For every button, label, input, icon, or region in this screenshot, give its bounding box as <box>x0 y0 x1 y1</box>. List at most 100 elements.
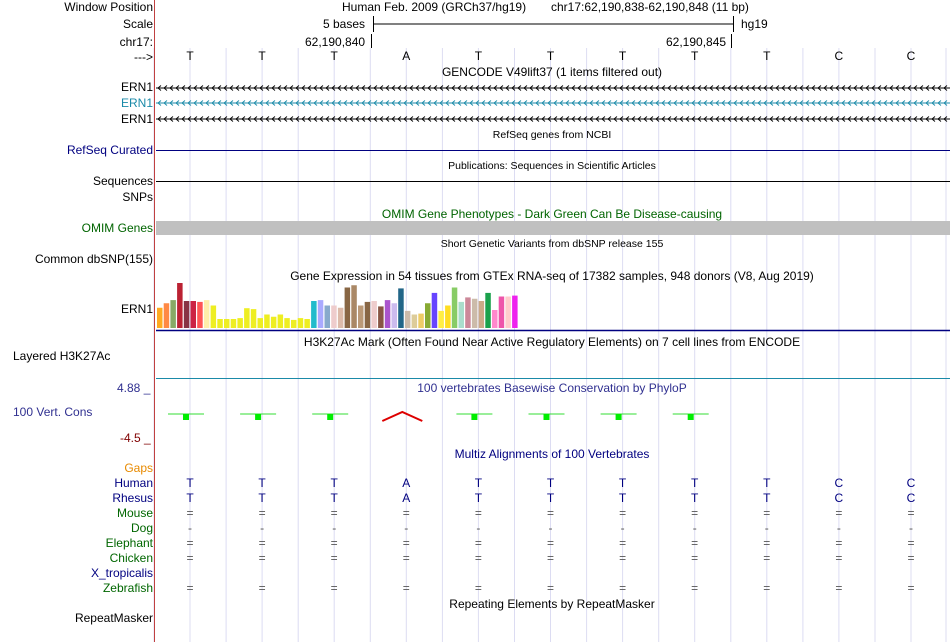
species-label[interactable]: Elephant <box>105 536 153 550</box>
alignment-base: - <box>764 521 769 535</box>
alignment-base: = <box>691 536 699 550</box>
gtex-bar <box>512 295 518 328</box>
gtex-bar <box>337 307 344 328</box>
alignment-base: = <box>546 506 555 520</box>
species-label[interactable]: Dog <box>130 521 153 535</box>
alignment-base: = <box>907 551 915 565</box>
gtex-bar <box>157 307 163 328</box>
gtex-label[interactable]: ERN1 <box>120 302 153 316</box>
gtex-bar <box>505 296 511 328</box>
alignment-base: = <box>186 581 194 595</box>
alignment-base: - <box>836 521 841 535</box>
alignment-base: - <box>260 521 265 535</box>
alignment-base: - <box>692 521 697 535</box>
alignment-base: = <box>474 506 482 520</box>
gencode-transcript <box>156 85 950 91</box>
position-text: chr17:62,190,838-62,190,848 (11 bp) <box>551 0 749 14</box>
base-letter: A <box>402 49 411 63</box>
refseq-label[interactable]: RefSeq Curated <box>66 143 153 157</box>
phylop-positive-mark <box>255 414 262 420</box>
species-label[interactable]: Zebrafish <box>102 581 153 595</box>
gtex-bar <box>485 292 491 328</box>
phylop-positive-mark <box>687 414 694 420</box>
base-letter: T <box>618 49 627 63</box>
species-label[interactable]: Mouse <box>116 506 153 520</box>
phylop-positive-mark <box>615 414 622 420</box>
phylop-title[interactable]: 100 vertebrates Basewise Conservation by… <box>417 381 687 395</box>
gtex-bar <box>284 318 290 328</box>
phylop-positive-mark <box>471 414 478 420</box>
ern1-label-1[interactable]: ERN1 <box>120 80 153 94</box>
phylop-positive-mark <box>543 414 550 420</box>
omim-gene-bar <box>156 221 950 235</box>
omim-title[interactable]: OMIM Gene Phenotypes - Dark Green Can Be… <box>381 207 723 221</box>
dbsnp-label[interactable]: Common dbSNP(155) <box>34 252 153 266</box>
alignment-base: T <box>691 491 699 505</box>
refseq-title[interactable]: RefSeq genes from NCBI <box>492 129 612 141</box>
gtex-bar <box>465 297 471 328</box>
alignment-base: C <box>834 476 844 490</box>
multiz-title[interactable]: Multiz Alignments of 100 Vertebrates <box>454 447 650 461</box>
gtex-bar <box>478 301 485 328</box>
gtex-bar <box>344 287 351 328</box>
gtex-bar <box>445 305 451 328</box>
snps-label[interactable]: SNPs <box>122 190 153 204</box>
gtex-title[interactable]: Gene Expression in 54 tissues from GTEx … <box>290 269 814 283</box>
scale-label: Scale <box>122 17 153 31</box>
gtex-bar <box>458 301 464 328</box>
base-letter: T <box>474 49 483 63</box>
alignment-base: = <box>402 536 410 550</box>
db-text: hg19 <box>741 17 768 31</box>
gtex-bar <box>492 310 498 328</box>
base-letter: T <box>546 49 555 63</box>
gencode-gene-lines <box>156 85 950 122</box>
gtex-bar <box>277 314 284 328</box>
alignment-base: = <box>474 551 482 565</box>
repeatmasker-title[interactable]: Repeating Elements by RepeatMasker <box>449 597 655 611</box>
gtex-bar <box>404 310 411 328</box>
alignment-base: = <box>330 581 338 595</box>
gtex-bar <box>431 292 438 328</box>
species-label[interactable]: X_tropicalis <box>90 566 153 580</box>
alignment-base: = <box>546 581 555 595</box>
gtex-bar <box>257 318 263 328</box>
species-label[interactable]: Human <box>114 476 153 490</box>
base-letter: T <box>763 49 771 63</box>
gtex-bar <box>358 305 364 328</box>
alignment-base: C <box>834 491 844 505</box>
gtex-bar <box>331 305 337 328</box>
dbsnp-title[interactable]: Short Genetic Variants from dbSNP releas… <box>440 238 664 250</box>
gtex-bar <box>451 287 458 328</box>
alignment-base: T <box>546 476 555 490</box>
species-label[interactable]: Rhesus <box>112 491 153 505</box>
ern1-label-3[interactable]: ERN1 <box>120 112 153 126</box>
alignment-base: = <box>835 506 843 520</box>
alignment-base: - <box>404 521 409 535</box>
h3k27ac-title[interactable]: H3K27Ac Mark (Often Found Near Active Re… <box>303 335 801 349</box>
gtex-bar <box>224 319 230 328</box>
species-label[interactable]: Chicken <box>109 551 153 565</box>
repeatmasker-label[interactable]: RepeatMasker <box>74 611 153 625</box>
alignment-base: = <box>619 551 627 565</box>
gtex-bar <box>364 301 371 328</box>
gtex-bar <box>371 301 377 328</box>
publications-title[interactable]: Publications: Sequences in Scientific Ar… <box>448 160 656 172</box>
phylop-label[interactable]: 100 Vert. Cons <box>13 405 93 419</box>
alignment-base: T <box>618 491 627 505</box>
omim-label[interactable]: OMIM Genes <box>81 221 153 235</box>
alignment-base: A <box>402 491 411 505</box>
alignment-base: - <box>909 521 913 535</box>
h3k27ac-label[interactable]: Layered H3K27Ac <box>13 349 111 363</box>
gaps-label[interactable]: Gaps <box>124 461 153 475</box>
gencode-title[interactable]: GENCODE V49lift37 (1 items filtered out) <box>441 65 663 79</box>
alignment-base: - <box>476 521 481 535</box>
alignment-base: = <box>835 551 843 565</box>
alignment-base: C <box>906 476 916 490</box>
gtex-bar <box>244 308 250 328</box>
ern1-label-2[interactable]: ERN1 <box>120 96 153 110</box>
phylop-positive-mark <box>183 414 189 420</box>
sequences-label[interactable]: Sequences <box>92 174 153 188</box>
alignment-base: = <box>330 506 338 520</box>
alignment-base: = <box>907 506 915 520</box>
